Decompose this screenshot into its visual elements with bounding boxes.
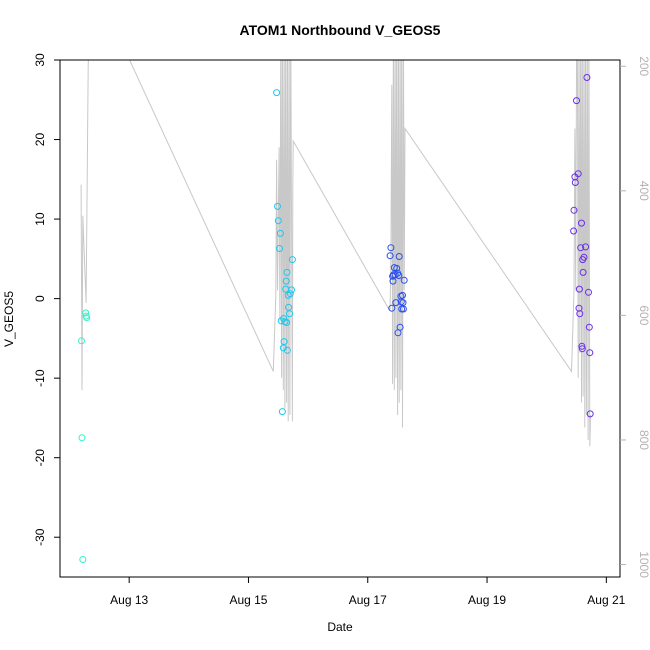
data-point-s3-19 (585, 323, 593, 331)
y-tick-label-5: 20 (33, 133, 47, 147)
right-tick-label-0: 200 (637, 56, 650, 76)
right-tick-label-3: 800 (637, 430, 650, 450)
data-point-s1-9 (280, 338, 288, 346)
data-point-s2-21 (400, 276, 408, 284)
right-tick-label-4: 1000 (637, 551, 650, 578)
data-point-s3-0 (570, 227, 578, 235)
pressure-trace-layer (80, 60, 592, 447)
data-point-s1-2 (274, 217, 282, 225)
y-tick-label-4: 10 (33, 212, 47, 226)
y-tick-label-0: -30 (33, 528, 47, 546)
axes-layer: Aug 13 Aug 15 Aug 17 Aug 19 Aug 21 -30 -20 -10 0… (33, 53, 650, 607)
data-point-s3-3 (571, 179, 579, 186)
x-axis-label: Date (327, 620, 353, 634)
data-point-s3-14 (579, 268, 587, 276)
data-point-s3-12 (578, 345, 586, 353)
data-point-s2-12 (395, 272, 403, 279)
data-point-s2-2 (388, 304, 396, 312)
data-point-s1-18 (286, 310, 293, 318)
data-point-s2-18 (399, 291, 406, 299)
y-tick-label-3: 0 (33, 295, 47, 302)
y-tick-label-2: -10 (33, 369, 47, 387)
x-tick-label-0: Aug 13 (110, 593, 148, 607)
data-point-s1-12 (282, 277, 290, 285)
data-points-layer (78, 74, 594, 563)
pressure-trace-line (80, 60, 592, 447)
x-tick-label-3: Aug 19 (468, 593, 506, 607)
data-point-s1-0 (273, 89, 281, 97)
data-point-s0-1 (78, 434, 86, 442)
data-point-s3-9 (577, 244, 585, 252)
data-point-s0-5 (83, 314, 91, 322)
data-point-s1-1 (274, 202, 281, 210)
x-tick-label-2: Aug 17 (349, 593, 387, 607)
data-point-s1-6 (278, 408, 286, 416)
data-point-s1-15 (283, 346, 291, 354)
data-point-s3-8 (576, 310, 584, 318)
y-tick-label-1: -20 (33, 449, 47, 467)
data-point-s0-3 (82, 309, 90, 317)
data-point-s3-20 (586, 349, 594, 357)
plot-frame (59, 59, 621, 578)
data-point-s3-16 (582, 243, 590, 251)
data-point-s1-19 (286, 290, 294, 298)
data-point-s1-3 (276, 245, 283, 252)
data-point-s2-0 (386, 252, 394, 260)
data-point-s0-2 (79, 556, 87, 563)
data-point-s2-20 (399, 305, 407, 313)
data-point-s3-1 (570, 206, 578, 214)
data-point-s3-11 (578, 342, 586, 350)
data-point-s2-8 (392, 299, 400, 307)
data-point-s3-15 (580, 253, 588, 261)
data-point-s1-21 (288, 256, 296, 264)
y-axis-label: V_GEOS5 (2, 291, 16, 347)
data-point-s0-0 (78, 337, 85, 345)
data-point-s3-5 (574, 170, 582, 178)
data-point-s1-16 (284, 291, 292, 299)
data-point-s3-17 (583, 74, 591, 81)
data-point-s1-13 (283, 319, 291, 326)
right-tick-label-2: 600 (637, 305, 650, 325)
data-point-s3-7 (575, 285, 583, 293)
data-point-s2-9 (393, 264, 401, 272)
data-point-s2-14 (396, 323, 404, 331)
data-point-s1-20 (288, 286, 295, 294)
data-point-s1-4 (276, 229, 284, 237)
y-tick-label-6: 30 (33, 53, 47, 67)
data-point-s1-14 (283, 268, 291, 276)
data-point-s3-18 (585, 288, 592, 296)
x-tick-label-4: Aug 21 (587, 593, 625, 607)
right-tick-label-1: 400 (637, 181, 650, 201)
x-tick-label-1: Aug 15 (229, 593, 267, 607)
data-point-s3-21 (586, 410, 594, 418)
data-point-s3-4 (573, 97, 580, 105)
data-point-s2-1 (387, 244, 395, 252)
chart-title: ATOM1 Northbound V_GEOS5 (240, 22, 441, 38)
data-point-s3-10 (578, 219, 585, 227)
data-point-s2-13 (395, 253, 403, 260)
